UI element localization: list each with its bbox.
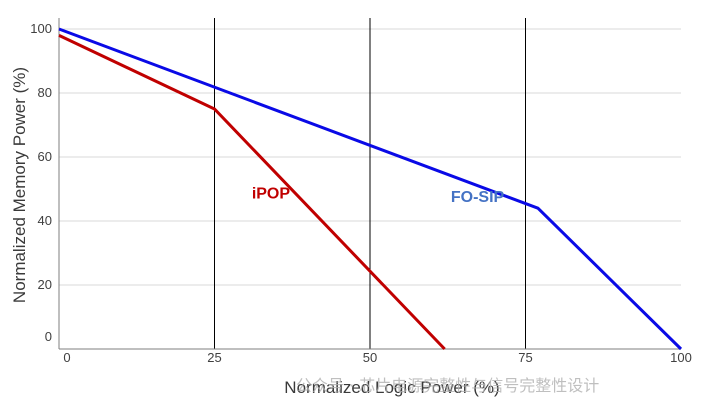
series-line-fo-sip (58, 27, 683, 351)
x-tick-label-75: 75 (518, 350, 532, 365)
y-tick-label-100: 100 (30, 21, 52, 36)
y-tick-label-0: 0 (45, 329, 52, 344)
axes (58, 18, 681, 350)
series-labels: FO-SIP iPOP (252, 186, 505, 206)
y-tick-label-40: 40 (38, 213, 52, 228)
x-tick-label-100: 100 (670, 350, 692, 365)
x-tick-labels: 0 25 50 75 100 (63, 350, 691, 365)
x-tick-label-50: 50 (363, 350, 377, 365)
y-axis-title: Normalized Memory Power (%) (10, 67, 29, 303)
y-tick-label-20: 20 (38, 277, 52, 292)
series-label-fo-sip: FO-SIP (451, 189, 505, 206)
x-tick-label-0: 0 (63, 350, 70, 365)
series-lines (58, 27, 683, 351)
watermark-text: 公众号 · 芯片电源完整性与信号完整性设计 (296, 376, 600, 395)
y-tick-label-80: 80 (38, 85, 52, 100)
x-tick-label-25: 25 (207, 350, 221, 365)
x-axis-title: Normalized Logic Power (%) (284, 378, 499, 397)
series-label-ipop: iPOP (252, 186, 291, 203)
series-line-ipop (58, 34, 446, 351)
vertical-reference-lines (214, 18, 526, 349)
y-tick-label-60: 60 (38, 149, 52, 164)
y-tick-labels: 0 20 40 60 80 100 (30, 21, 52, 344)
